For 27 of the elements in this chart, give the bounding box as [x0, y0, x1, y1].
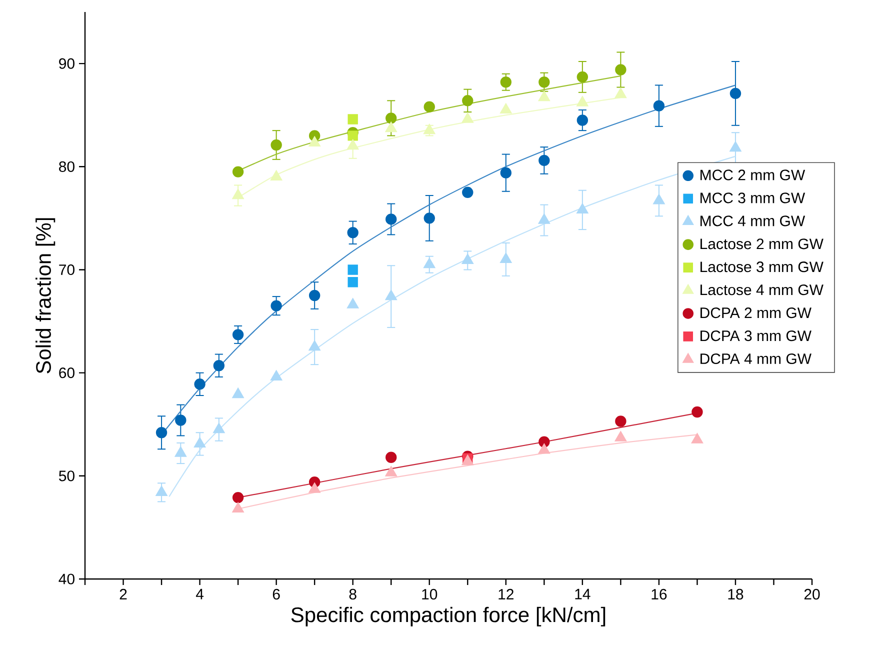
x-tick-label: 2 — [120, 588, 127, 600]
x-tick-label: 18 — [728, 588, 744, 600]
x-tick-label: 4 — [196, 588, 204, 600]
y-tick-label: 60 — [59, 368, 74, 378]
legend-label: DCPA 2 mm GW — [700, 307, 812, 318]
x-tick-label: 14 — [575, 588, 590, 600]
legend-label: DCPA 3 mm GW — [700, 330, 812, 342]
legend-label: Lactose 3 mm GW — [700, 262, 824, 272]
legend-label: Lactose 4 mm GW — [700, 284, 824, 296]
y-tick-label: 40 — [58, 574, 74, 584]
x-tick-label: 8 — [349, 588, 356, 600]
y-axis-title: Solid fraction [%] — [36, 218, 56, 374]
y-tick-label: 80 — [59, 161, 74, 172]
legend-label: Lactose 2 mm GW — [700, 238, 824, 250]
y-tick-label: 90 — [59, 58, 74, 69]
x-tick-label: 10 — [422, 588, 438, 600]
legend-label: DCPA 4 mm GW — [700, 353, 812, 364]
x-tick-label: 12 — [498, 588, 514, 600]
legend-label: MCC 4 mm GW — [700, 216, 806, 226]
y-tick-label: 70 — [59, 264, 74, 276]
x-tick-label: 20 — [804, 588, 820, 600]
x-axis-title: Specific compaction force [kN/cm] — [291, 606, 606, 626]
x-tick-label: 6 — [272, 588, 280, 600]
legend-label: MCC 2 mm GW — [700, 170, 806, 180]
y-tick-label: 50 — [58, 470, 74, 482]
x-tick-label: 16 — [652, 588, 667, 600]
legend-label: MCC 3 mm GW — [700, 192, 806, 204]
